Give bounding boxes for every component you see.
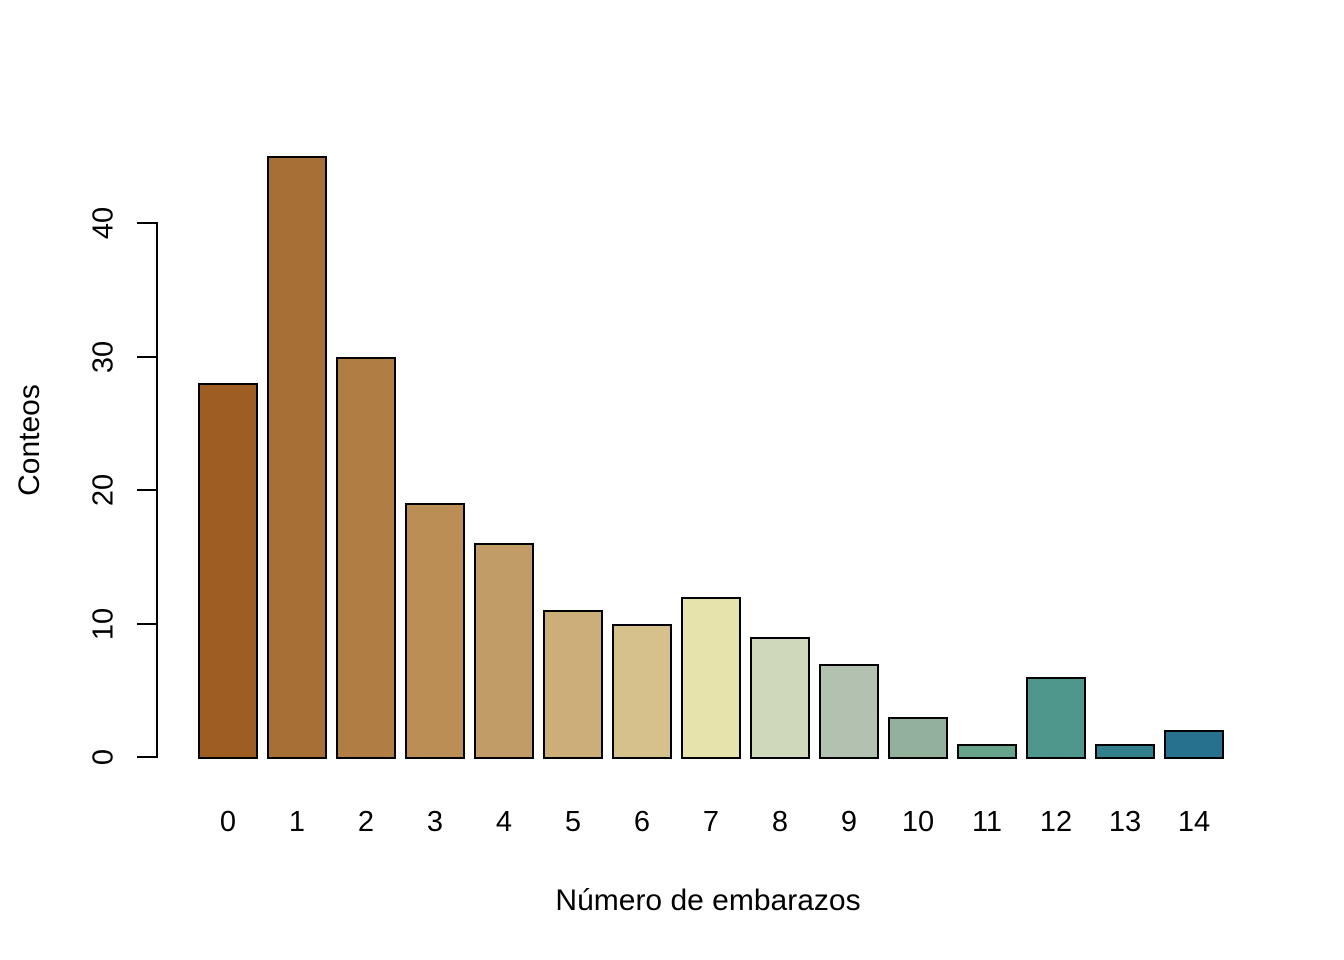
bar-8 (750, 636, 810, 759)
y-tick-label: 40 (87, 206, 120, 240)
x-tick-label: 4 (495, 806, 513, 838)
x-tick-label: 8 (771, 806, 789, 838)
bar-2 (336, 356, 396, 759)
y-tick (137, 756, 157, 758)
x-tick-label: 2 (357, 806, 375, 838)
bar-10 (888, 716, 948, 759)
x-tick-label: 0 (219, 806, 237, 838)
y-tick (137, 622, 157, 625)
y-axis-title: Conteos (13, 384, 46, 496)
bar-3 (405, 503, 465, 759)
y-tick-label: 10 (87, 607, 120, 640)
bar-12 (1026, 676, 1086, 759)
bar-9 (819, 663, 879, 759)
bar-1 (267, 156, 327, 759)
y-tick (137, 355, 157, 358)
bar-13 (1095, 743, 1155, 759)
x-tick-label: 12 (1039, 806, 1073, 838)
x-tick-label: 5 (564, 806, 582, 838)
bar-6 (612, 623, 672, 759)
x-tick-label: 1 (288, 806, 306, 838)
x-tick-label: 11 (971, 806, 1003, 838)
y-tick-label: 20 (87, 473, 120, 507)
x-axis-title: Número de embarazos (555, 884, 861, 917)
x-tick-label: 6 (633, 806, 651, 838)
y-axis-line (156, 222, 158, 758)
x-tick-label: 13 (1108, 806, 1142, 838)
x-tick-label: 14 (1177, 806, 1211, 838)
x-tick-label: 7 (702, 806, 720, 838)
bar-11 (957, 743, 1017, 759)
bar-0 (198, 383, 258, 759)
bar-7 (681, 596, 741, 759)
x-tick-label: 3 (426, 806, 444, 838)
x-tick-label: 9 (840, 806, 858, 838)
bar-4 (474, 543, 534, 759)
bar-5 (543, 610, 603, 759)
y-tick (137, 222, 157, 224)
y-tick (137, 489, 157, 491)
bar-14 (1164, 730, 1224, 759)
y-tick-label: 0 (87, 748, 120, 766)
y-tick-label: 30 (87, 340, 120, 373)
x-tick-label: 10 (901, 806, 935, 838)
